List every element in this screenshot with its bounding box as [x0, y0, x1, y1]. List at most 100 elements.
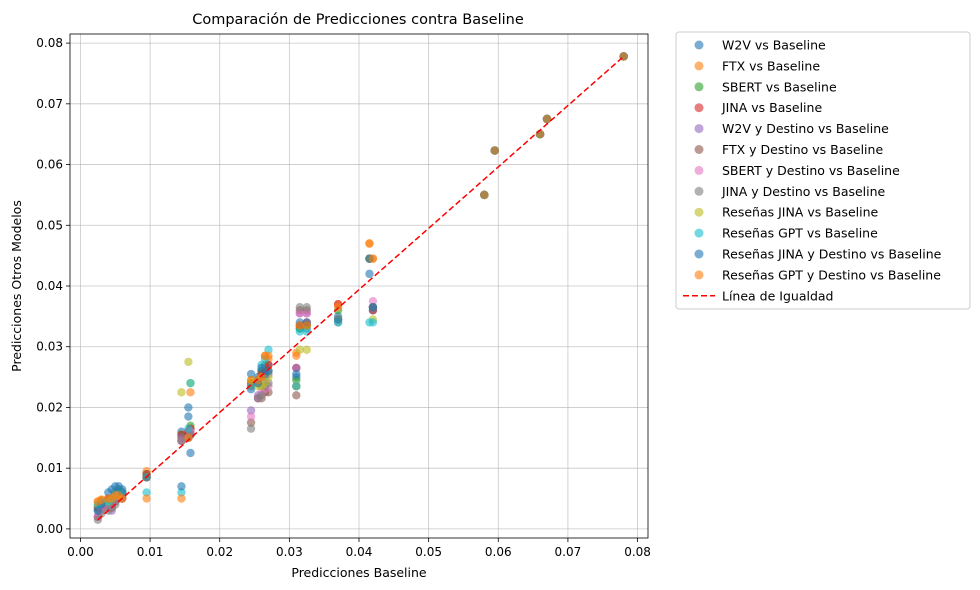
data-point [542, 114, 552, 124]
chart-title: Comparación de Predicciones contra Basel… [192, 12, 524, 28]
legend-marker [694, 207, 704, 217]
legend-entry: Reseñas GPT y Destino vs Baseline [722, 267, 941, 282]
y-tick-label: 0.04 [36, 279, 63, 293]
data-point [264, 351, 273, 361]
legend-entry: SBERT vs Baseline [722, 79, 837, 94]
data-point [114, 482, 123, 491]
data-point [295, 309, 305, 318]
data-point [480, 190, 489, 200]
legend-entry: JINA vs Baseline [721, 100, 822, 115]
data-point [97, 495, 106, 504]
series-points [93, 52, 628, 506]
data-point [186, 388, 195, 397]
x-tick-label: 0.02 [206, 545, 233, 559]
legend-frame [675, 31, 971, 310]
data-point [246, 406, 256, 415]
data-point [264, 345, 273, 354]
data-point [184, 424, 193, 433]
grid [70, 34, 648, 538]
legend-entry: W2V y Destino vs Baseline [722, 121, 889, 136]
data-point [292, 351, 301, 361]
data-point [365, 239, 374, 248]
x-tick-label: 0.00 [67, 545, 94, 559]
y-tick-label: 0.03 [36, 340, 63, 354]
legend-entry: Reseñas JINA vs Baseline [722, 205, 879, 220]
data-point [302, 321, 311, 330]
data-point [333, 315, 343, 324]
legend-marker [694, 103, 704, 113]
legend-marker [694, 124, 704, 134]
legend-marker [694, 186, 704, 196]
legend-marker [694, 145, 704, 154]
data-point [490, 146, 499, 155]
legend-entry: SBERT y Destino vs Baseline [722, 163, 900, 178]
x-tick-label: 0.08 [624, 545, 651, 559]
data-point [142, 488, 151, 497]
legend-marker [694, 61, 704, 71]
data-point [368, 254, 378, 263]
legend-marker [694, 249, 704, 259]
x-tick-label: 0.05 [415, 545, 442, 559]
equality-line [97, 55, 625, 521]
data-point [302, 309, 311, 318]
y-tick-label: 0.00 [36, 522, 63, 536]
data-point [184, 357, 193, 367]
y-tick-label: 0.01 [36, 461, 63, 475]
data-point [246, 381, 256, 391]
data-point [142, 494, 151, 503]
data-point [184, 412, 193, 421]
data-point [257, 391, 266, 400]
legend-entry: FTX vs Baseline [722, 58, 820, 73]
x-tick-label: 0.04 [346, 545, 373, 559]
y-tick-label: 0.06 [36, 158, 63, 172]
legend-entry: FTX y Destino vs Baseline [722, 142, 883, 157]
data-point [186, 378, 195, 388]
legend-entry: Reseñas JINA y Destino vs Baseline [722, 247, 942, 262]
legend-marker [694, 40, 704, 50]
data-point [368, 296, 378, 306]
x-tick-label: 0.03 [276, 545, 303, 559]
data-point [295, 303, 305, 312]
data-point [292, 369, 301, 379]
data-point [184, 403, 193, 412]
legend-entry: Reseñas GPT vs Baseline [722, 226, 878, 241]
data-point [246, 412, 256, 421]
data-point [302, 345, 311, 354]
data-point [177, 494, 186, 503]
data-point [295, 321, 305, 330]
y-axis-label: Predicciones Otros Modelos [9, 200, 24, 372]
data-point [246, 424, 256, 433]
data-point [365, 269, 374, 279]
y-tick-label: 0.07 [36, 97, 63, 111]
data-point [302, 303, 311, 312]
x-tick-label: 0.07 [555, 545, 582, 559]
x-tick-label: 0.06 [485, 545, 512, 559]
data-point [292, 363, 301, 373]
data-point [177, 482, 186, 491]
data-point [257, 363, 266, 373]
legend-marker [694, 82, 704, 92]
data-point [292, 391, 301, 400]
data-point [186, 448, 195, 458]
data-point [295, 327, 305, 336]
legend: W2V vs Baseline FTX vs Baseline SBERT vs B… [675, 31, 971, 310]
x-axis-ticks: 0.00 0.01 0.02 0.03 0.04 0.05 0.06 0.07 0.08 [67, 538, 651, 559]
data-point [535, 129, 545, 139]
data-point [184, 433, 193, 443]
legend-entry: W2V vs Baseline [722, 38, 826, 53]
data-point [93, 506, 103, 515]
legend-marker [694, 228, 704, 238]
y-tick-label: 0.02 [36, 400, 63, 414]
y-tick-label: 0.08 [36, 36, 63, 50]
data-point [177, 436, 186, 446]
data-point [246, 418, 256, 427]
legend-marker [694, 270, 704, 280]
data-point [264, 366, 273, 376]
data-point [257, 372, 266, 382]
y-tick-label: 0.05 [36, 218, 63, 232]
x-axis-label: Predicciones Baseline [291, 565, 427, 580]
data-point [177, 388, 186, 397]
legend-entry: Línea de Igualdad [722, 288, 834, 303]
x-tick-label: 0.01 [137, 545, 164, 559]
